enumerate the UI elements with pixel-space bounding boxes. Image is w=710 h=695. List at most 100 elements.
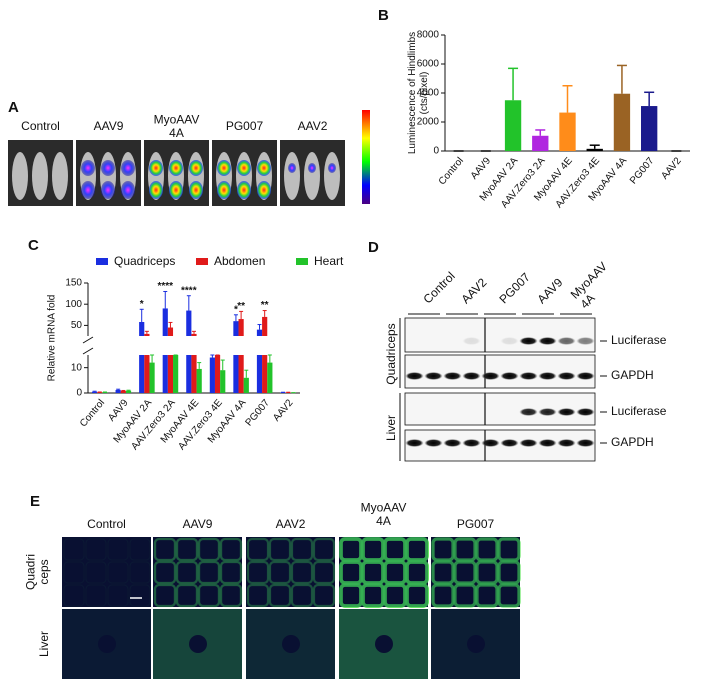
- signal: [169, 160, 183, 176]
- bar: [280, 392, 286, 393]
- blot-frame: [404, 354, 596, 389]
- bar: [641, 106, 658, 151]
- vessel: [282, 635, 300, 653]
- fiber: [129, 561, 151, 584]
- image-label: Control: [21, 119, 60, 133]
- fiber: [129, 584, 151, 607]
- bar: [186, 355, 192, 393]
- signal: [101, 160, 115, 176]
- blot-band: [538, 337, 557, 345]
- blot-band: [500, 439, 519, 447]
- fiber: [339, 560, 363, 585]
- blot-band: [538, 408, 557, 416]
- micrograph: [153, 537, 242, 607]
- vessel: [375, 635, 393, 653]
- fiber: [290, 560, 314, 585]
- signal: [328, 163, 336, 173]
- legend-label: Quadriceps: [114, 254, 175, 268]
- nuclei: [153, 537, 242, 607]
- image-label: MyoAAV 4A: [154, 113, 200, 141]
- blot-band: [538, 439, 557, 447]
- blot-band: [576, 372, 595, 380]
- y-tick-label: 0: [433, 146, 439, 157]
- bar: [139, 355, 145, 393]
- fiber: [475, 583, 499, 608]
- blot-band: [462, 337, 481, 345]
- bar: [256, 355, 263, 393]
- signal: [217, 181, 231, 199]
- y-axis-label: Luminescence of Hindlimbs(cts/pixel): [407, 32, 430, 154]
- bar: [186, 310, 192, 336]
- fiber: [175, 537, 199, 562]
- mouse: [304, 152, 320, 200]
- fiber: [361, 560, 385, 585]
- blot-band: [500, 372, 519, 380]
- fiber: [383, 583, 407, 608]
- fiber: [431, 537, 455, 562]
- blot-band: [538, 372, 557, 380]
- blot-band: [481, 372, 500, 380]
- fiber: [197, 560, 221, 585]
- y-tick-label: 8000: [417, 30, 440, 41]
- fiber: [312, 583, 336, 608]
- nuclei: [431, 537, 520, 607]
- fiber: [312, 537, 336, 562]
- bar: [120, 390, 126, 393]
- fiber: [197, 537, 221, 562]
- fiber: [107, 538, 129, 561]
- fiber: [153, 583, 177, 608]
- row-label: Liver: [37, 631, 51, 657]
- vessel: [467, 635, 485, 653]
- blot-frame: [404, 317, 596, 353]
- fiber: [246, 583, 270, 608]
- blot-band: [405, 439, 424, 447]
- bar: [214, 355, 221, 393]
- fiber: [453, 583, 477, 608]
- bar: [97, 392, 103, 393]
- y-tick-label: 4000: [417, 88, 440, 99]
- vessel: [98, 635, 116, 653]
- signal: [217, 160, 231, 176]
- bar: [162, 355, 168, 393]
- blot-band: [576, 439, 595, 447]
- fiber: [219, 583, 243, 608]
- vessel: [189, 635, 207, 653]
- significance: ****: [157, 281, 173, 292]
- nuclei: [431, 609, 520, 679]
- column-label: AAV2: [276, 517, 306, 531]
- color-scale: [362, 110, 370, 204]
- fiber: [246, 560, 270, 585]
- y-tick-label: 50: [71, 320, 83, 331]
- bar: [196, 368, 202, 393]
- fiber: [153, 560, 177, 585]
- fiber: [497, 583, 521, 608]
- fiber: [497, 537, 521, 562]
- blot-band: [462, 372, 481, 380]
- bar: [238, 355, 244, 393]
- blot-band: [519, 337, 538, 345]
- fiber: [85, 561, 107, 584]
- row-label: Quadriceps: [384, 323, 398, 384]
- fiber: [129, 538, 151, 561]
- fiber: [63, 561, 85, 584]
- fiber: [361, 537, 385, 562]
- bar: [173, 355, 179, 393]
- fiber: [405, 583, 429, 608]
- blot-band: [462, 439, 481, 447]
- fiber: [107, 584, 129, 607]
- fiber: [431, 583, 455, 608]
- panel-label: B: [378, 7, 389, 24]
- fiber: [268, 537, 292, 562]
- bar: [504, 100, 522, 151]
- fiber: [246, 537, 270, 562]
- bar: [285, 392, 291, 393]
- bar: [144, 355, 150, 393]
- image-label: AAV2: [298, 119, 328, 133]
- fiber: [290, 537, 314, 562]
- fiber: [268, 583, 292, 608]
- band-label: GAPDH: [611, 368, 654, 382]
- blot-band: [443, 439, 462, 447]
- fiber: [85, 538, 107, 561]
- y-axis-label: Relative mRNA fold: [47, 295, 58, 382]
